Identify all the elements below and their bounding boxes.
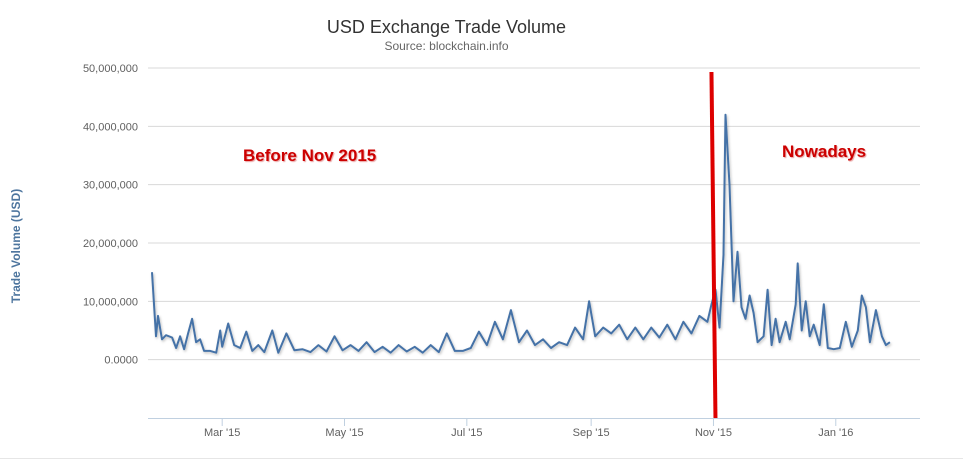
x-tick-label: Nov '15 xyxy=(695,427,732,439)
annotation-before-nov-2015: Before Nov 2015 xyxy=(243,146,377,165)
bottom-divider xyxy=(0,458,963,459)
y-tick-label: 10,000,000 xyxy=(83,296,138,308)
chart-subtitle: Source: blockchain.info xyxy=(384,39,509,53)
annotation-nowadays: Nowadays xyxy=(782,142,867,161)
chart-title: USD Exchange Trade Volume xyxy=(326,17,567,37)
series-layer xyxy=(151,113,891,354)
marker-line xyxy=(709,71,718,419)
axes: 50,000,000 40,000,000 30,000,000 20,000,000… xyxy=(83,63,920,439)
x-tick-label: Sep '15 xyxy=(573,427,610,439)
x-tick-label: Jul '15 xyxy=(451,427,482,439)
marker-layer xyxy=(709,71,718,419)
y-tick-label: 50,000,000 xyxy=(83,63,138,75)
y-tick-label: 30,000,000 xyxy=(83,180,138,192)
y-tick-label: 0.0000 xyxy=(104,355,138,367)
x-tick-label: May '15 xyxy=(325,427,363,439)
y-tick-label: 40,000,000 xyxy=(83,121,138,133)
y-tick-label: 20,000,000 xyxy=(83,238,138,250)
series-line xyxy=(151,113,891,354)
x-tick-label: Jan '16 xyxy=(818,427,853,439)
x-tick-label: Mar '15 xyxy=(204,427,240,439)
gridlines xyxy=(148,67,920,361)
